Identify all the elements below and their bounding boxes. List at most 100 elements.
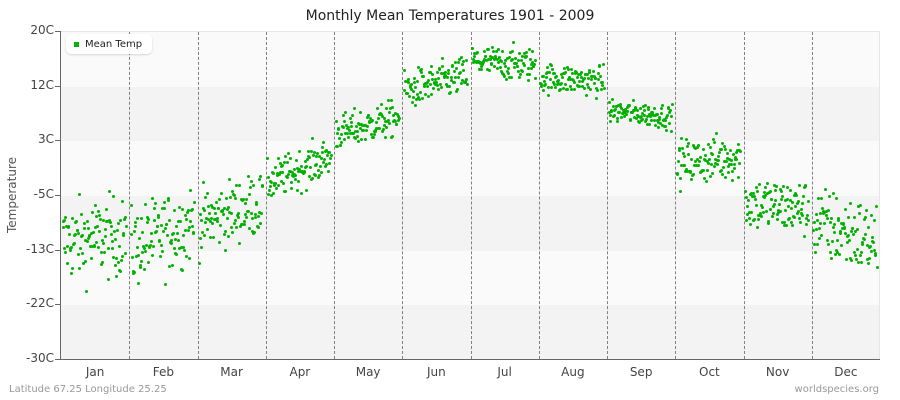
data-point (520, 69, 524, 73)
data-point (160, 224, 164, 228)
data-point (745, 218, 749, 222)
month-separator (607, 32, 608, 359)
data-point (438, 68, 442, 72)
data-point (869, 244, 873, 248)
data-point (449, 79, 453, 83)
data-point (112, 256, 116, 260)
data-point (649, 114, 653, 118)
data-point (540, 85, 544, 89)
data-point (215, 220, 219, 224)
data-point (110, 232, 114, 236)
data-point (369, 120, 373, 124)
data-point (713, 158, 717, 162)
plot-area (61, 31, 880, 360)
data-point (89, 257, 93, 261)
data-point (769, 190, 773, 194)
data-point (647, 106, 651, 110)
data-point (487, 69, 491, 73)
data-point (712, 137, 716, 141)
data-point (746, 204, 750, 208)
data-point (640, 111, 644, 115)
data-point (440, 56, 444, 60)
data-point (466, 82, 469, 86)
data-point (484, 54, 488, 58)
data-point (552, 72, 556, 76)
data-point (533, 62, 537, 66)
data-point (123, 251, 127, 255)
data-point (115, 257, 119, 261)
data-point (352, 132, 356, 136)
data-point (506, 67, 510, 71)
data-point (325, 163, 329, 167)
data-point (158, 239, 162, 243)
data-point (806, 213, 810, 217)
data-point (726, 156, 730, 160)
data-point (334, 120, 338, 124)
data-point (737, 176, 741, 180)
data-point (763, 194, 767, 198)
data-point (202, 180, 206, 184)
data-point (284, 154, 288, 158)
data-point (591, 69, 595, 73)
data-point (175, 224, 179, 228)
data-point (279, 162, 283, 166)
data-point (709, 174, 713, 178)
data-point (243, 220, 247, 224)
data-point (569, 67, 573, 71)
month-separator (402, 32, 403, 359)
data-point (655, 113, 659, 117)
data-point (427, 94, 431, 98)
data-point (394, 120, 398, 124)
data-point (337, 126, 341, 130)
data-point (480, 63, 484, 67)
data-point (121, 232, 125, 236)
data-point (587, 77, 591, 81)
data-point (504, 78, 508, 82)
data-point (203, 220, 207, 224)
data-point (294, 159, 298, 163)
data-point (566, 88, 570, 92)
data-point (554, 86, 558, 90)
data-point (567, 68, 571, 72)
data-point (446, 76, 450, 80)
data-point (708, 145, 712, 149)
data-point (873, 249, 877, 253)
data-point (221, 209, 225, 213)
data-point (114, 238, 118, 242)
data-point (720, 148, 724, 152)
data-point (491, 55, 495, 59)
data-point (434, 80, 438, 84)
data-point (571, 72, 575, 76)
data-point (864, 215, 868, 219)
data-point (408, 86, 412, 90)
data-point (799, 220, 803, 224)
data-point (291, 170, 295, 174)
data-point (149, 243, 153, 247)
data-point (729, 159, 733, 163)
data-point (506, 69, 510, 73)
data-point (534, 58, 538, 62)
data-point (831, 191, 835, 195)
data-point (601, 84, 605, 88)
data-point (185, 254, 189, 258)
data-point (63, 247, 67, 251)
data-point (440, 71, 444, 75)
data-point (465, 58, 469, 62)
data-point (650, 111, 654, 115)
data-point (201, 207, 205, 211)
data-point (657, 115, 661, 119)
data-point (870, 236, 874, 240)
data-point (391, 113, 395, 117)
data-point (266, 157, 270, 161)
data-point (783, 221, 787, 225)
data-point (96, 209, 100, 213)
legend[interactable]: Mean Temp (66, 34, 153, 54)
y-tick-label: -30C (26, 351, 54, 365)
data-point (124, 216, 128, 220)
data-point (106, 220, 109, 224)
data-point (258, 177, 262, 181)
data-point (836, 239, 840, 243)
data-point (779, 189, 783, 193)
data-point (143, 247, 147, 251)
data-point (797, 183, 801, 187)
